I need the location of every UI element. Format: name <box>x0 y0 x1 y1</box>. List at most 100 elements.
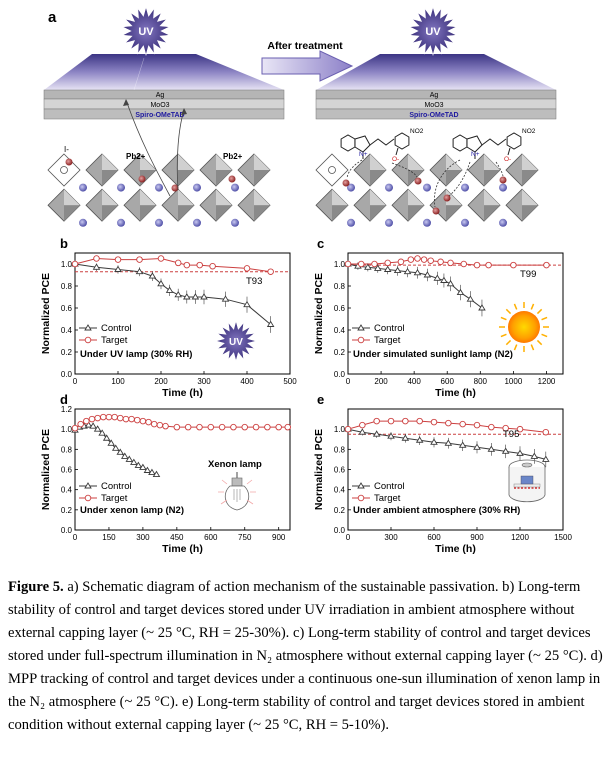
control-marker <box>174 290 182 298</box>
control-marker <box>403 267 412 275</box>
legend-control-label: Control <box>101 323 132 334</box>
cation <box>231 183 239 192</box>
series-line-control <box>74 263 271 325</box>
target-marker <box>114 256 122 263</box>
control-marker <box>134 461 143 468</box>
control-marker <box>542 455 550 462</box>
target-marker <box>252 423 260 431</box>
target-marker <box>344 260 352 268</box>
condition-label: Under simulated sunlight lamp (N2) <box>353 349 513 360</box>
target-marker <box>196 261 203 269</box>
legend-control-marker <box>357 482 365 489</box>
x-tick-label: 500 <box>283 377 297 386</box>
figure-label: Figure 5. <box>8 579 64 595</box>
control-marker <box>446 279 455 287</box>
y-tick-label: 0.0 <box>334 370 346 379</box>
annotation-label: T95 <box>503 429 519 440</box>
x-tick-label: 1200 <box>511 533 529 542</box>
octahedron-face <box>522 205 538 222</box>
y-tick-label: 0.4 <box>334 486 346 495</box>
binding-path-2 <box>391 162 418 178</box>
target-marker <box>156 421 164 429</box>
perovskite-lattice-right <box>315 153 539 227</box>
target-marker <box>88 415 96 423</box>
panel-label-e: e <box>317 392 324 407</box>
target-marker <box>359 421 366 429</box>
sun-icon <box>499 302 549 352</box>
octahedron-face <box>408 154 424 170</box>
merocyanine-molecule-1: NO2 N+ O- <box>340 128 424 163</box>
octahedron-face <box>140 170 156 186</box>
target-marker <box>516 425 524 433</box>
x-tick-label: 100 <box>111 377 125 386</box>
sun-ray <box>513 303 518 310</box>
control-marker <box>530 452 539 459</box>
uv-label-b: UV <box>229 337 243 348</box>
device-stack-before: Ag MoO3 Spiro-OMeTAD <box>43 54 285 120</box>
control-marker <box>114 265 122 272</box>
nitrogen-label: N+ <box>471 151 480 158</box>
x-tick-label: 400 <box>407 377 421 386</box>
octahedron-face <box>446 189 462 206</box>
target-marker <box>416 417 423 425</box>
y-axis-label: Normalized PCE <box>313 429 325 510</box>
cation <box>347 183 355 192</box>
panel-a: a Ag MoO3 Spiro-OMeTAD Ag MoO3 Spiro-OMe… <box>43 5 557 227</box>
chart-panel-e: e 0 300 600 900 1200 1500 0.0 0.2 0.4 0.6 0.8 1.0 Tim… <box>313 392 572 555</box>
condition-label: Under UV lamp (30% RH) <box>80 349 192 360</box>
target-marker <box>150 420 158 428</box>
series-line-target <box>348 257 547 266</box>
control-marker <box>221 295 230 302</box>
control-marker <box>200 293 208 300</box>
target-marker <box>71 260 79 268</box>
target-marker <box>275 423 282 431</box>
phenol-ring <box>394 132 410 150</box>
target-marker <box>133 416 141 424</box>
y-tick-label: 0.0 <box>61 526 73 535</box>
target-marker <box>218 423 226 431</box>
target-marker <box>111 413 118 421</box>
x-axis-label: Time (h) <box>162 387 203 399</box>
figure-caption: Figure 5. a) Schematic diagram of action… <box>8 576 608 737</box>
spiro-layer-right <box>315 108 557 120</box>
control-marker <box>191 293 200 300</box>
uv-label-left: UV <box>138 26 154 38</box>
y-tick-label: 0.6 <box>61 304 73 313</box>
x-tick-label: 1200 <box>538 377 556 386</box>
target-marker <box>128 415 135 423</box>
target-marker <box>284 423 291 431</box>
benzene-ring <box>452 134 468 152</box>
y-tick-label: 0.6 <box>334 304 346 313</box>
target-marker <box>241 423 248 431</box>
target-marker <box>384 259 391 267</box>
octahedron-face <box>484 189 500 206</box>
cation <box>461 183 469 192</box>
octahedron-face <box>332 205 348 222</box>
target-marker <box>243 265 251 272</box>
benzene-ring <box>340 134 356 152</box>
y-tick-label: 0.8 <box>334 445 346 454</box>
iodide-label: I- <box>64 145 69 154</box>
y-tick-label: 0.6 <box>61 466 73 475</box>
vinyl-bridge <box>481 138 507 146</box>
octahedron-face <box>370 170 386 186</box>
x-axis-label: Time (h) <box>435 387 476 399</box>
legend-target-marker <box>84 336 92 344</box>
target-marker <box>209 262 216 270</box>
octahedron-face <box>446 205 462 222</box>
target-marker <box>397 258 405 266</box>
octahedron-face <box>484 205 500 222</box>
target-marker <box>414 255 421 262</box>
y-tick-label: 1.0 <box>61 260 73 269</box>
octahedron-face <box>216 154 232 170</box>
arrow-shape <box>261 50 354 82</box>
cation <box>193 218 201 227</box>
cation <box>117 218 125 227</box>
sun-ray <box>541 333 548 338</box>
y-tick-label: 0.8 <box>334 282 346 291</box>
target-marker <box>173 423 181 431</box>
xenon-lamp-icon <box>218 472 256 511</box>
y-tick-label: 0.2 <box>61 506 73 515</box>
moo3-label-right: MoO3 <box>424 102 443 109</box>
control-marker <box>444 439 453 446</box>
